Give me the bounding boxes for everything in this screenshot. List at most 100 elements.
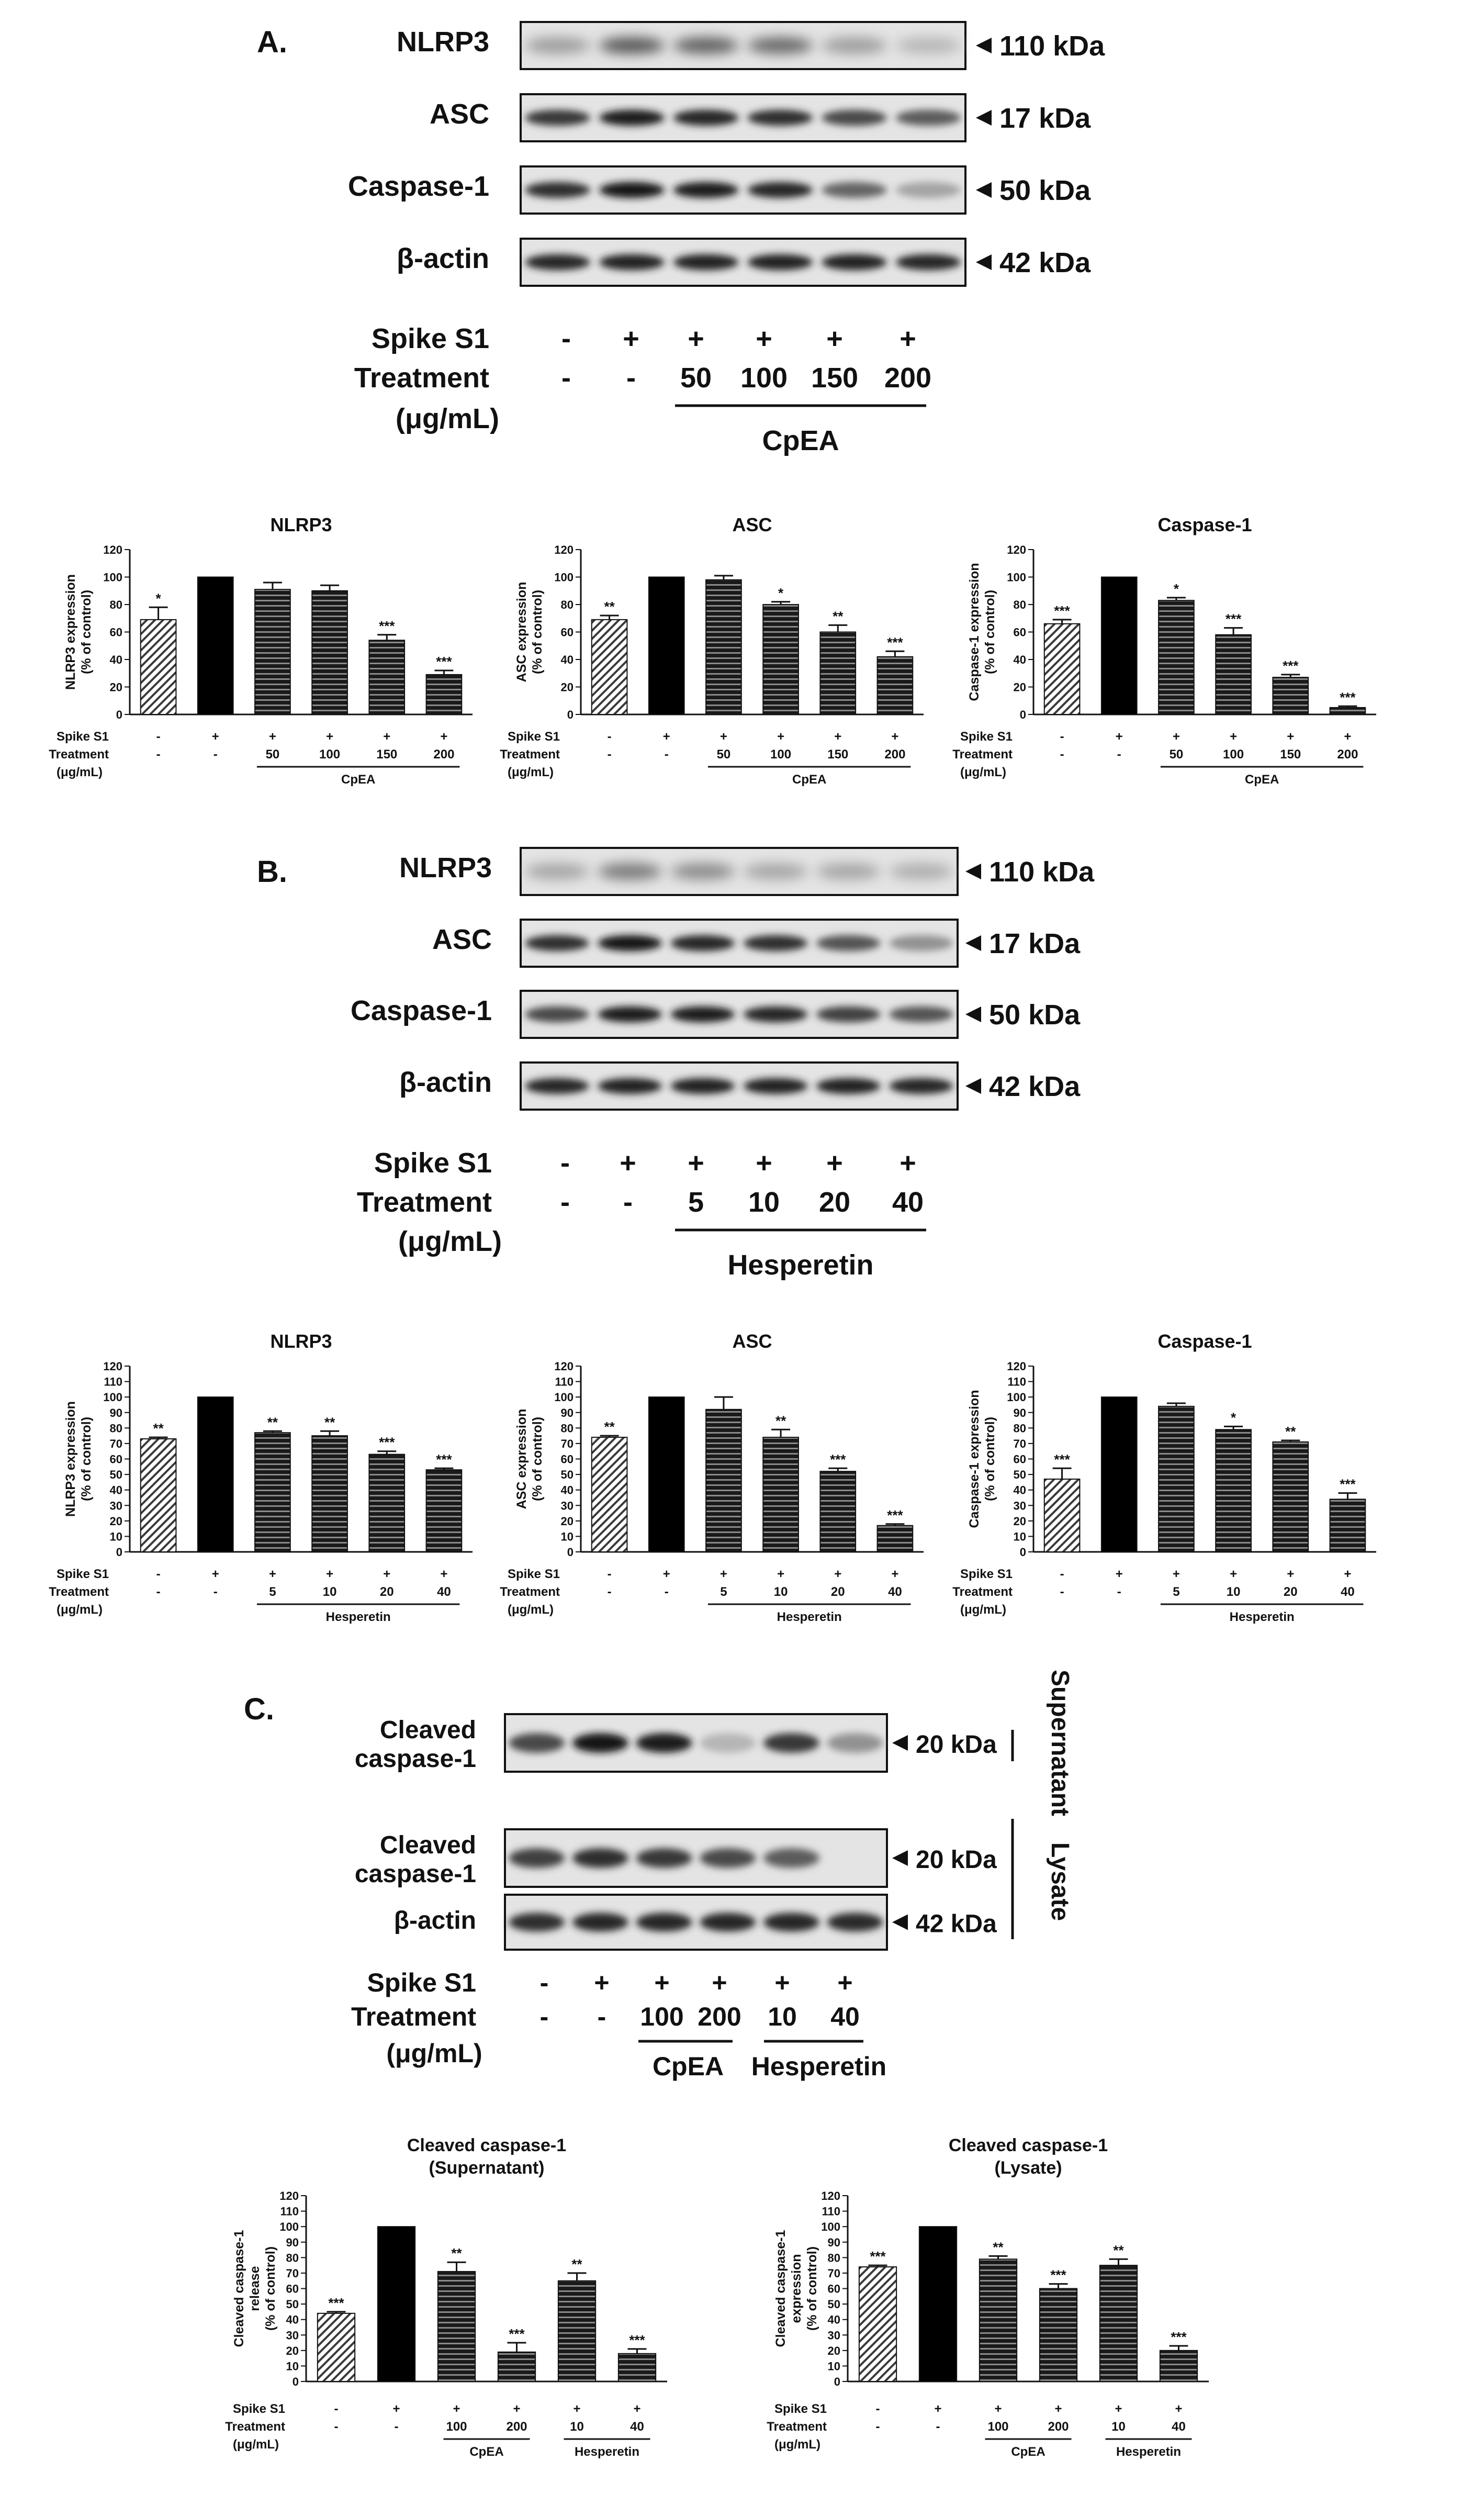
blot-frame [504, 1713, 888, 1773]
blot-band [743, 935, 808, 952]
y-tick-label: 110 [555, 1375, 574, 1389]
blot-frame [504, 1894, 888, 1951]
group-label: CpEA [1011, 2445, 1045, 2459]
blot-row-label: NLRP3 [399, 852, 492, 883]
spike-value: + [688, 1147, 704, 1179]
bar [197, 1396, 234, 1553]
unit-row-label: (μg/mL) [57, 1603, 103, 1617]
treatment-value: 50 [717, 747, 731, 762]
treatment-value: 200 [884, 747, 905, 762]
treatment-value: 40 [888, 1585, 902, 1599]
blot-strip [520, 93, 966, 142]
y-tick-label: 120 [103, 1360, 122, 1373]
treatment-value: 200 [506, 2420, 527, 2434]
treatment-value: 20 [380, 1585, 394, 1599]
group-label: CpEA [1245, 773, 1279, 787]
spike-value: + [826, 1147, 843, 1179]
bar [762, 1437, 799, 1552]
treatment-value: 150 [811, 362, 858, 394]
y-tick-label: 0 [116, 708, 122, 721]
treatment-value: - [876, 2420, 880, 2434]
treatment-value: - [561, 362, 571, 394]
y-tick-label: 80 [561, 1422, 574, 1435]
y-axis-label: ASC expression [514, 1409, 529, 1509]
y-tick-label: 0 [567, 1546, 574, 1559]
bar [858, 2266, 897, 2383]
bar [979, 2258, 1018, 2382]
significance-mark: ** [267, 1414, 278, 1430]
spike-value: - [334, 2402, 339, 2416]
significance-mark: *** [509, 2326, 525, 2342]
treatment-value: 20 [831, 1585, 845, 1599]
significance-mark: *** [887, 634, 903, 650]
treatment-value: 200 [884, 362, 931, 394]
spike-value: - [1060, 730, 1064, 744]
blot-band [598, 863, 662, 880]
y-tick-label: 80 [110, 598, 122, 611]
bar [311, 1435, 348, 1552]
y-tick-label: 10 [561, 1530, 574, 1543]
kda-label: 20 kDa [916, 1731, 997, 1759]
group-label: Hesperetin [326, 1610, 391, 1624]
blot-strip [520, 847, 959, 896]
bar [497, 2351, 536, 2382]
y-tick-label: 0 [1020, 708, 1026, 721]
treatment-value: - [623, 1187, 633, 1218]
y-tick-label: 40 [1014, 1484, 1026, 1497]
y-tick-label: 80 [1014, 1422, 1026, 1435]
blot-band [525, 182, 591, 198]
y-tick-label: 30 [828, 2329, 840, 2342]
spike-row-label: Spike S1 [372, 323, 489, 354]
spike-value: + [1173, 730, 1180, 744]
y-tick-label: 0 [567, 708, 574, 721]
bar [1158, 600, 1195, 715]
bar-chart-4: NLRP3 0 10 20 30 40 50 60 70 80 90 100 110 120 NLRP3 e… [49, 1330, 473, 1624]
blot-band [816, 1006, 881, 1023]
significance-mark: *** [887, 1507, 903, 1523]
spike-value: + [594, 1968, 609, 1997]
bar [1215, 634, 1252, 715]
spike-value: + [1116, 1567, 1123, 1581]
spike-value: - [1060, 1567, 1064, 1581]
chart-title: NLRP3 [270, 1330, 332, 1352]
treatment-value: 5 [269, 1585, 276, 1599]
spike-value: + [1054, 2402, 1062, 2416]
y-tick-label: 110 [104, 1375, 123, 1389]
treatment-value: 40 [1172, 2420, 1186, 2434]
blot-frame [520, 1061, 959, 1111]
kda-label: 50 kDa [989, 999, 1081, 1031]
spike-value: + [440, 730, 447, 744]
spike-value: + [891, 1567, 898, 1581]
kda-label: 17 kDa [999, 103, 1091, 134]
bar [1043, 623, 1081, 715]
y-tick-label: 80 [1014, 598, 1026, 611]
spike-value: + [513, 2402, 520, 2416]
treatment-value: 40 [630, 2420, 644, 2434]
y-tick-label: 120 [554, 1360, 574, 1373]
significance-mark: *** [436, 654, 452, 669]
significance-mark: ** [993, 2239, 1004, 2255]
y-tick-label: 10 [1014, 1530, 1026, 1543]
blot-band [747, 109, 813, 126]
y-tick-label: 70 [286, 2267, 299, 2280]
y-tick-label: 0 [1020, 1546, 1026, 1559]
bar [819, 631, 857, 715]
significance-mark: *** [1340, 1477, 1356, 1492]
y-tick-label: 30 [561, 1499, 574, 1512]
spike-row-label: Spike S1 [233, 2402, 285, 2416]
bar [591, 1437, 628, 1552]
y-tick-label: 50 [561, 1468, 574, 1481]
spike-row-label: Spike S1 [960, 730, 1013, 744]
bar [1158, 1405, 1195, 1553]
blot-band [572, 1913, 629, 1932]
spike-value: - [156, 730, 161, 744]
spike-value: + [1287, 730, 1294, 744]
blot-strip [504, 1828, 888, 1888]
significance-mark: ** [153, 1421, 164, 1436]
y-tick-label: 120 [821, 2189, 840, 2202]
treatment-value: 150 [376, 747, 397, 762]
bar [819, 1471, 857, 1553]
blot-band [747, 37, 813, 54]
bar [1100, 576, 1138, 715]
